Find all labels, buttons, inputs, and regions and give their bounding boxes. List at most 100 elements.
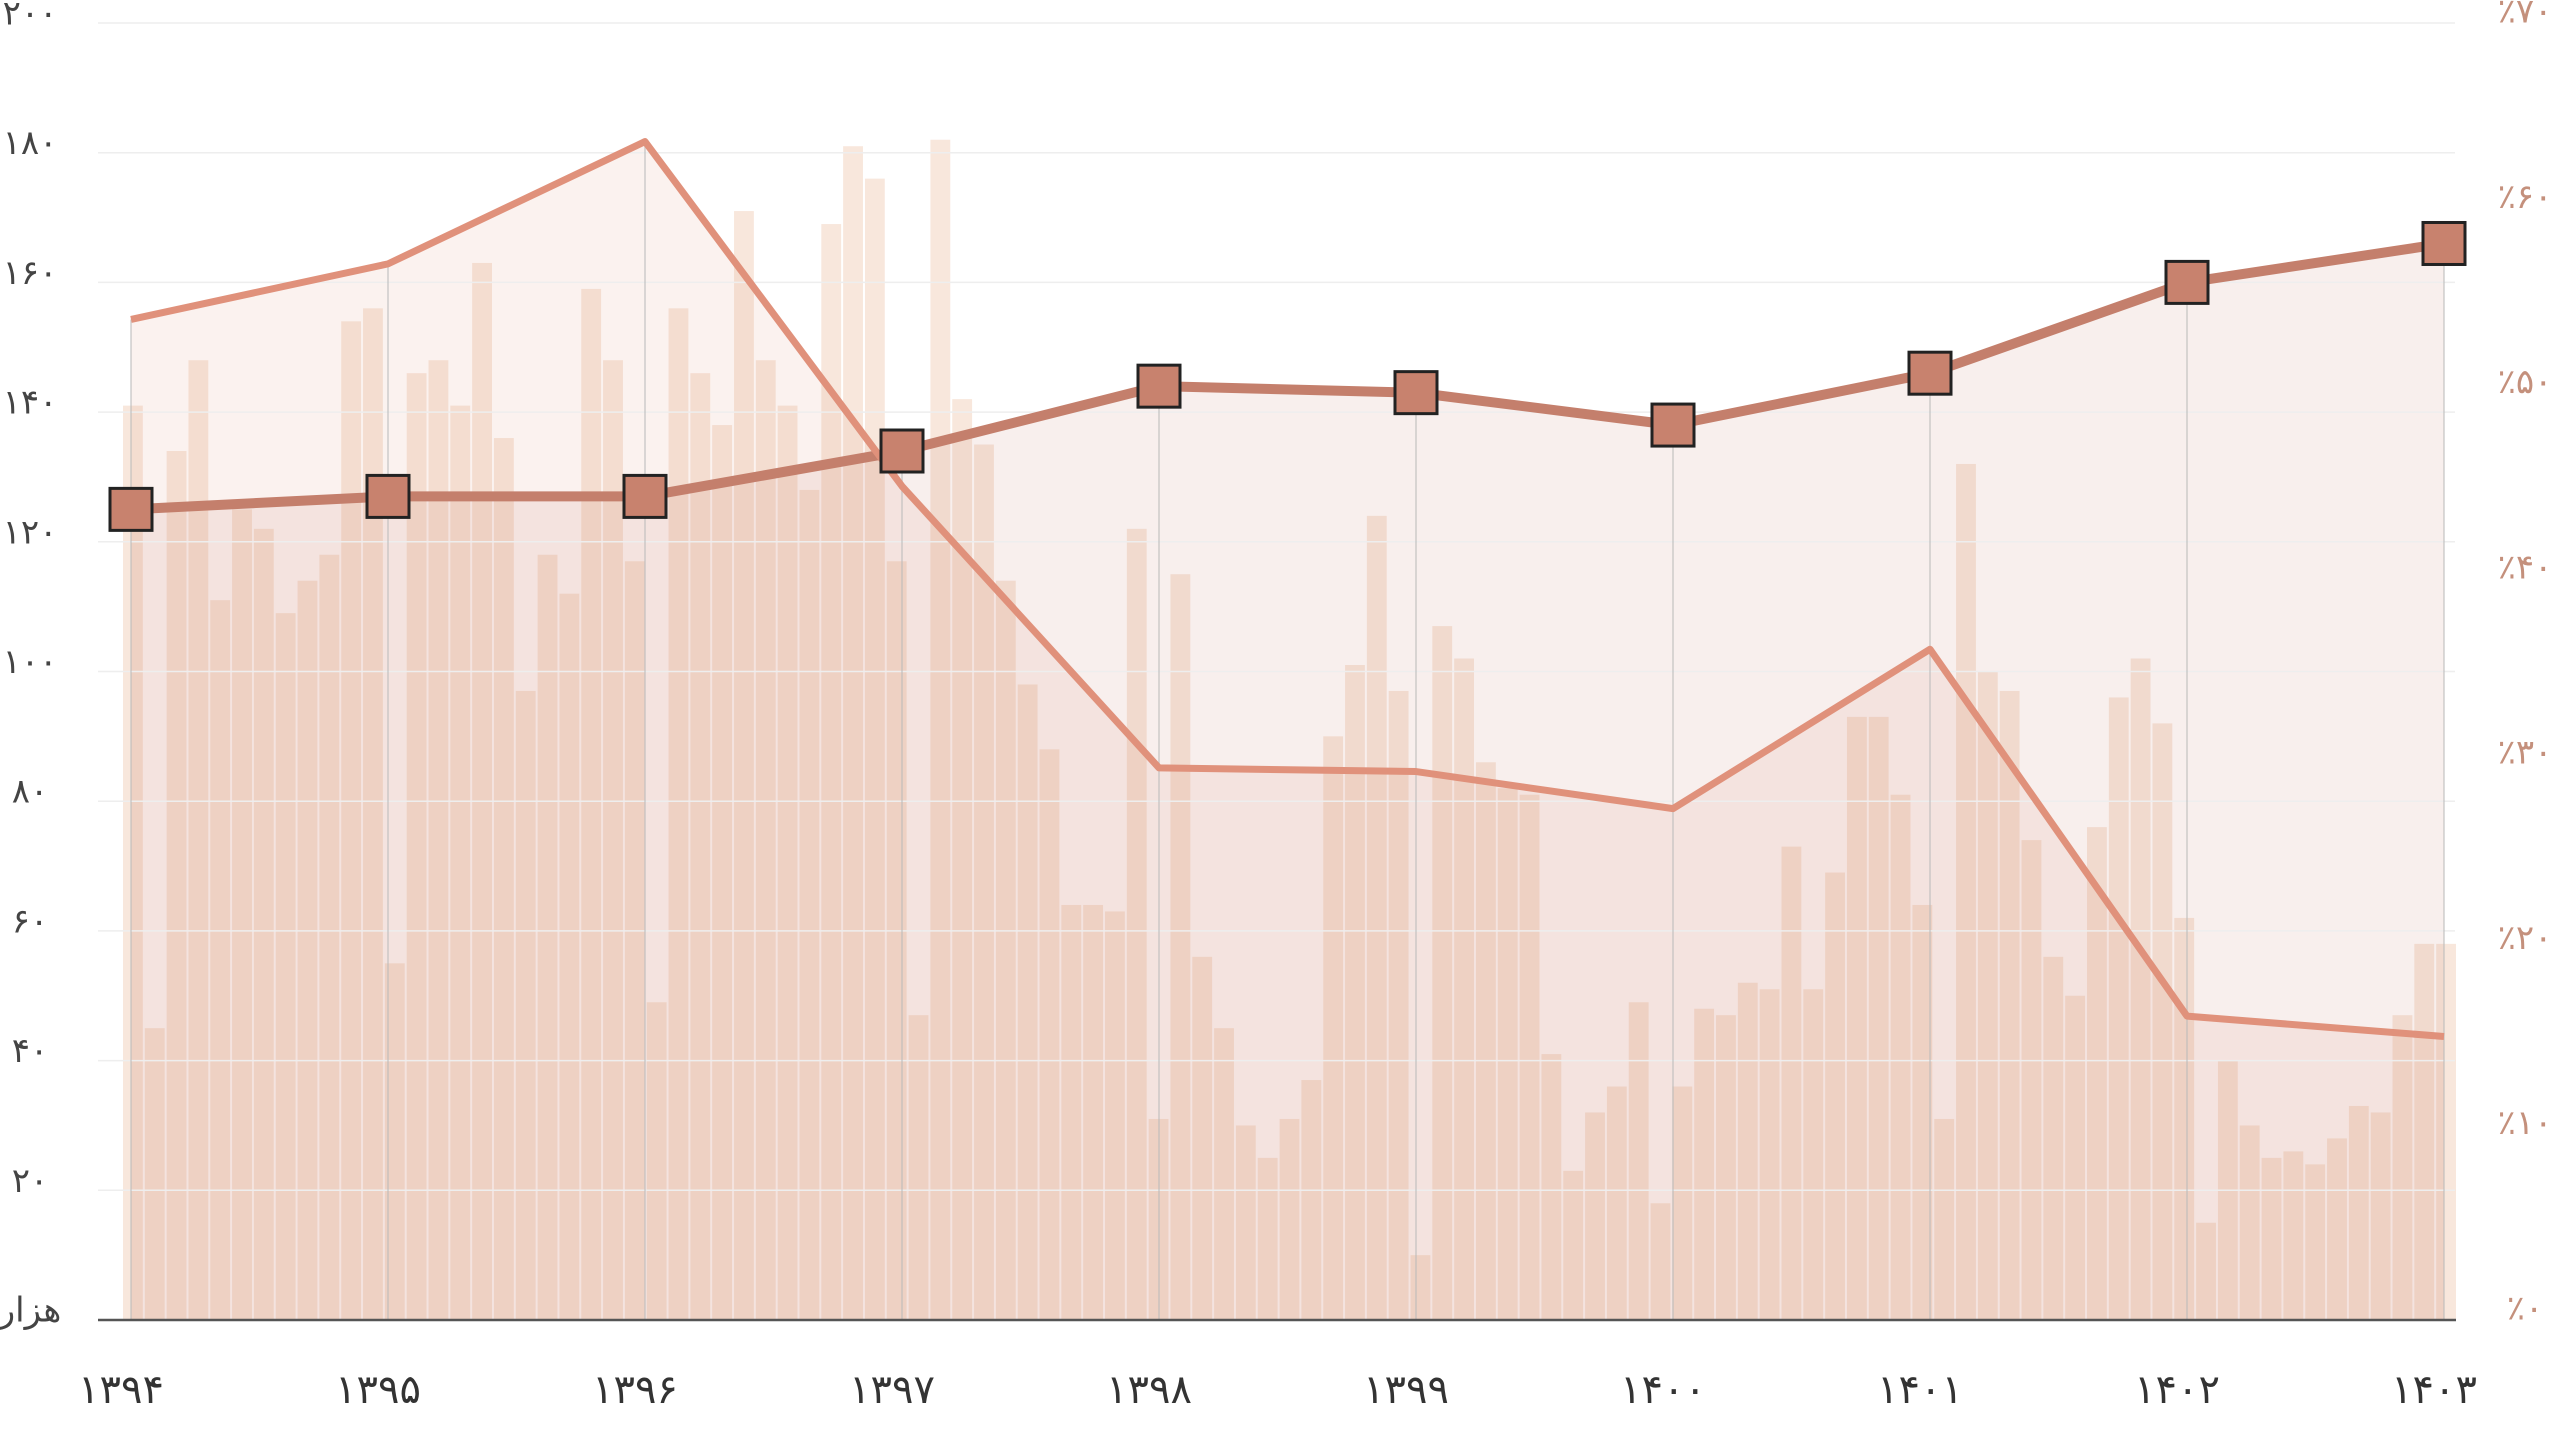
bar bbox=[2239, 1125, 2260, 1320]
bar bbox=[777, 405, 798, 1320]
bar bbox=[952, 399, 973, 1320]
marker bbox=[108, 486, 154, 532]
bar bbox=[690, 373, 711, 1320]
x-tick-label: ۱۴۰۲ bbox=[2134, 1367, 2220, 1413]
bar bbox=[472, 262, 492, 1320]
bar bbox=[1672, 1086, 1693, 1320]
bar bbox=[821, 224, 842, 1320]
bar bbox=[450, 405, 471, 1320]
bar bbox=[1934, 1118, 1955, 1320]
bar bbox=[581, 288, 602, 1320]
bar bbox=[603, 360, 623, 1321]
x-tick-label: ۱۴۰۰ bbox=[1620, 1367, 1706, 1413]
bar bbox=[1061, 904, 1082, 1320]
bar bbox=[188, 360, 209, 1321]
bar bbox=[1432, 626, 1453, 1320]
y2-tick-label: ٪۱۰ bbox=[2498, 1103, 2553, 1143]
bar bbox=[1126, 528, 1147, 1320]
bar bbox=[1235, 1125, 1256, 1320]
bar bbox=[646, 1002, 667, 1320]
bar bbox=[1912, 904, 1933, 1320]
bar bbox=[1017, 684, 1038, 1320]
bar bbox=[123, 405, 143, 1320]
y-tick-label: ۱۴۰ bbox=[3, 383, 58, 423]
y-tick-label: ۱۶۰ bbox=[3, 253, 58, 293]
bar bbox=[1345, 665, 1365, 1320]
bar bbox=[210, 600, 231, 1320]
bar bbox=[1170, 574, 1191, 1320]
bar bbox=[668, 308, 689, 1321]
marker bbox=[365, 473, 411, 519]
line bbox=[130, 138, 2445, 1040]
bar bbox=[428, 360, 449, 1321]
y2-tick-label: ٪۷۰ bbox=[2498, 0, 2553, 32]
bar bbox=[1083, 904, 1104, 1320]
bar bbox=[253, 528, 274, 1320]
bar bbox=[1541, 1054, 1562, 1320]
bar bbox=[1781, 846, 1802, 1320]
y-tick-label: ۱۸۰ bbox=[3, 123, 58, 163]
line bbox=[130, 238, 2445, 515]
bar bbox=[2370, 1112, 2391, 1320]
bar bbox=[2152, 723, 2173, 1320]
bar bbox=[755, 360, 776, 1321]
bar bbox=[493, 438, 514, 1320]
bar bbox=[1301, 1080, 1322, 1320]
y-tick-label: ۱۰۰ bbox=[3, 642, 58, 682]
bar bbox=[1257, 1157, 1278, 1320]
y-tick-label: ۱۲۰ bbox=[3, 512, 58, 552]
y2-tick-label: ٪۵۰ bbox=[2498, 362, 2553, 402]
bar bbox=[2087, 827, 2107, 1320]
y2-tick-label: ٪۲۰ bbox=[2498, 918, 2553, 958]
bar bbox=[1214, 1028, 1234, 1320]
bar bbox=[1650, 1203, 1671, 1320]
y2-tick-label: ٪۰ bbox=[2507, 1289, 2544, 1329]
bar bbox=[2348, 1105, 2369, 1320]
bar bbox=[1868, 716, 1889, 1320]
bar bbox=[1956, 463, 1976, 1321]
bar bbox=[1388, 690, 1409, 1320]
marker bbox=[2164, 259, 2210, 305]
bar bbox=[1890, 794, 1911, 1320]
bar bbox=[1999, 690, 2020, 1320]
bar bbox=[799, 489, 820, 1320]
bar bbox=[734, 211, 754, 1321]
bar bbox=[2108, 697, 2129, 1320]
x-tick-label: ۱۳۹۴ bbox=[78, 1367, 164, 1413]
y2-tick-label: ٪۶۰ bbox=[2498, 177, 2553, 217]
bar bbox=[1759, 989, 1780, 1320]
marker bbox=[622, 473, 668, 519]
bar bbox=[1846, 716, 1867, 1320]
marker bbox=[1136, 363, 1182, 409]
bar bbox=[1977, 671, 1998, 1320]
y2-tick-label: ٪۳۰ bbox=[2498, 733, 2553, 773]
area bbox=[131, 243, 2444, 1321]
bar bbox=[1803, 989, 1824, 1320]
bar bbox=[1279, 1118, 1300, 1320]
bar bbox=[1519, 794, 1540, 1320]
bar bbox=[995, 580, 1016, 1320]
bar bbox=[843, 146, 863, 1321]
bar bbox=[2196, 1222, 2216, 1320]
marker bbox=[1907, 350, 1953, 396]
marker bbox=[879, 428, 925, 474]
bar bbox=[1606, 1086, 1627, 1320]
y-tick-label: ۲۰ bbox=[12, 1161, 49, 1201]
bar bbox=[275, 613, 296, 1320]
y-tick-label: ۲۰۰ bbox=[3, 0, 58, 34]
bar bbox=[559, 593, 580, 1320]
bar bbox=[2305, 1164, 2326, 1320]
bar bbox=[1497, 788, 1518, 1320]
bar bbox=[1585, 1112, 1605, 1320]
bar bbox=[2283, 1151, 2304, 1320]
bar bbox=[974, 444, 994, 1320]
y2-tick-label: ٪۴۰ bbox=[2498, 547, 2553, 587]
bar bbox=[1716, 1015, 1736, 1320]
bar bbox=[1454, 658, 1474, 1320]
bar bbox=[1694, 1008, 1715, 1320]
bar bbox=[930, 139, 951, 1321]
bar bbox=[2065, 995, 2086, 1320]
bar bbox=[2021, 840, 2042, 1320]
marker bbox=[1393, 370, 1439, 416]
